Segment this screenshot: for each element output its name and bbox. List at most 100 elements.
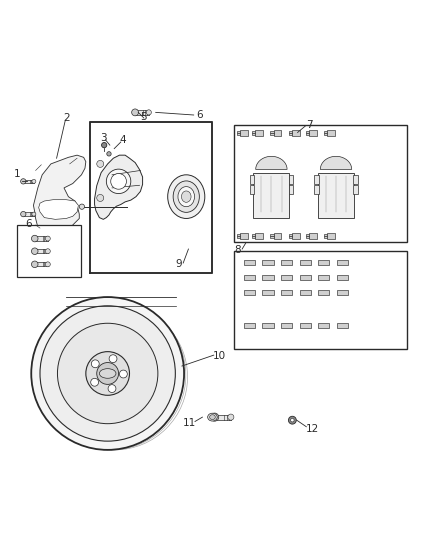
- Circle shape: [91, 378, 99, 386]
- Bar: [262, 323, 274, 328]
- FancyBboxPatch shape: [254, 173, 289, 218]
- FancyBboxPatch shape: [306, 233, 309, 236]
- FancyBboxPatch shape: [251, 236, 255, 238]
- FancyBboxPatch shape: [270, 233, 274, 236]
- FancyBboxPatch shape: [270, 133, 274, 135]
- Text: 8: 8: [234, 245, 240, 255]
- Bar: [244, 260, 255, 264]
- Bar: [244, 290, 255, 295]
- Bar: [353, 185, 358, 194]
- Circle shape: [86, 352, 130, 395]
- FancyBboxPatch shape: [255, 130, 263, 136]
- Bar: [289, 175, 293, 183]
- Ellipse shape: [210, 415, 215, 419]
- FancyBboxPatch shape: [324, 236, 327, 238]
- Bar: [234, 251, 407, 350]
- FancyBboxPatch shape: [237, 131, 240, 133]
- Bar: [262, 275, 274, 280]
- Circle shape: [290, 418, 294, 422]
- Bar: [262, 290, 274, 295]
- Bar: [318, 323, 329, 328]
- Bar: [250, 175, 254, 183]
- FancyBboxPatch shape: [274, 130, 282, 136]
- Bar: [262, 260, 274, 264]
- Circle shape: [31, 297, 184, 450]
- FancyBboxPatch shape: [237, 133, 240, 135]
- FancyBboxPatch shape: [309, 233, 317, 239]
- FancyBboxPatch shape: [23, 213, 34, 216]
- FancyBboxPatch shape: [240, 233, 248, 239]
- Circle shape: [79, 204, 85, 209]
- Ellipse shape: [181, 191, 191, 203]
- Circle shape: [32, 212, 36, 216]
- Text: 6: 6: [25, 219, 32, 229]
- Text: 9: 9: [176, 260, 182, 269]
- Bar: [244, 323, 255, 328]
- Text: 5: 5: [141, 112, 147, 122]
- Ellipse shape: [99, 369, 116, 378]
- Text: 12: 12: [306, 424, 319, 434]
- FancyBboxPatch shape: [35, 262, 48, 266]
- Bar: [314, 185, 318, 194]
- Ellipse shape: [173, 181, 199, 212]
- Ellipse shape: [178, 187, 194, 207]
- Circle shape: [106, 169, 131, 193]
- FancyBboxPatch shape: [237, 233, 240, 236]
- FancyBboxPatch shape: [255, 233, 263, 239]
- Bar: [353, 175, 358, 183]
- Bar: [300, 260, 311, 264]
- FancyBboxPatch shape: [306, 133, 309, 135]
- FancyBboxPatch shape: [327, 130, 335, 136]
- Text: 1: 1: [14, 169, 21, 179]
- Polygon shape: [320, 156, 352, 169]
- Bar: [300, 323, 311, 328]
- Circle shape: [107, 152, 111, 156]
- Circle shape: [21, 212, 26, 217]
- FancyBboxPatch shape: [318, 173, 354, 218]
- Circle shape: [57, 323, 158, 424]
- Circle shape: [92, 360, 99, 368]
- Bar: [318, 290, 329, 295]
- Circle shape: [32, 248, 38, 254]
- Circle shape: [211, 413, 219, 421]
- FancyBboxPatch shape: [274, 233, 282, 239]
- Bar: [337, 290, 348, 295]
- FancyBboxPatch shape: [324, 233, 327, 236]
- FancyBboxPatch shape: [289, 233, 292, 236]
- Bar: [250, 185, 254, 194]
- Circle shape: [288, 416, 296, 424]
- Bar: [337, 260, 348, 264]
- FancyBboxPatch shape: [289, 131, 292, 133]
- FancyBboxPatch shape: [327, 233, 335, 239]
- Text: 2: 2: [64, 113, 71, 123]
- FancyBboxPatch shape: [306, 236, 309, 238]
- Bar: [289, 185, 293, 194]
- Bar: [281, 275, 292, 280]
- FancyBboxPatch shape: [289, 133, 292, 135]
- FancyBboxPatch shape: [324, 131, 327, 133]
- Circle shape: [97, 195, 104, 201]
- Circle shape: [109, 355, 117, 362]
- Circle shape: [32, 261, 38, 268]
- Text: 11: 11: [183, 418, 196, 428]
- Text: 6: 6: [196, 110, 203, 120]
- FancyBboxPatch shape: [215, 415, 231, 419]
- FancyBboxPatch shape: [309, 130, 317, 136]
- Circle shape: [228, 414, 234, 420]
- Circle shape: [97, 160, 104, 167]
- Circle shape: [120, 370, 127, 378]
- FancyBboxPatch shape: [306, 131, 309, 133]
- Bar: [234, 125, 407, 243]
- Circle shape: [108, 385, 116, 392]
- FancyBboxPatch shape: [240, 130, 248, 136]
- FancyBboxPatch shape: [237, 236, 240, 238]
- Bar: [17, 225, 81, 277]
- Circle shape: [102, 142, 107, 148]
- Bar: [281, 260, 292, 264]
- Bar: [337, 323, 348, 328]
- Bar: [300, 275, 311, 280]
- Bar: [318, 275, 329, 280]
- Circle shape: [46, 236, 50, 241]
- FancyBboxPatch shape: [23, 180, 34, 183]
- FancyBboxPatch shape: [251, 133, 255, 135]
